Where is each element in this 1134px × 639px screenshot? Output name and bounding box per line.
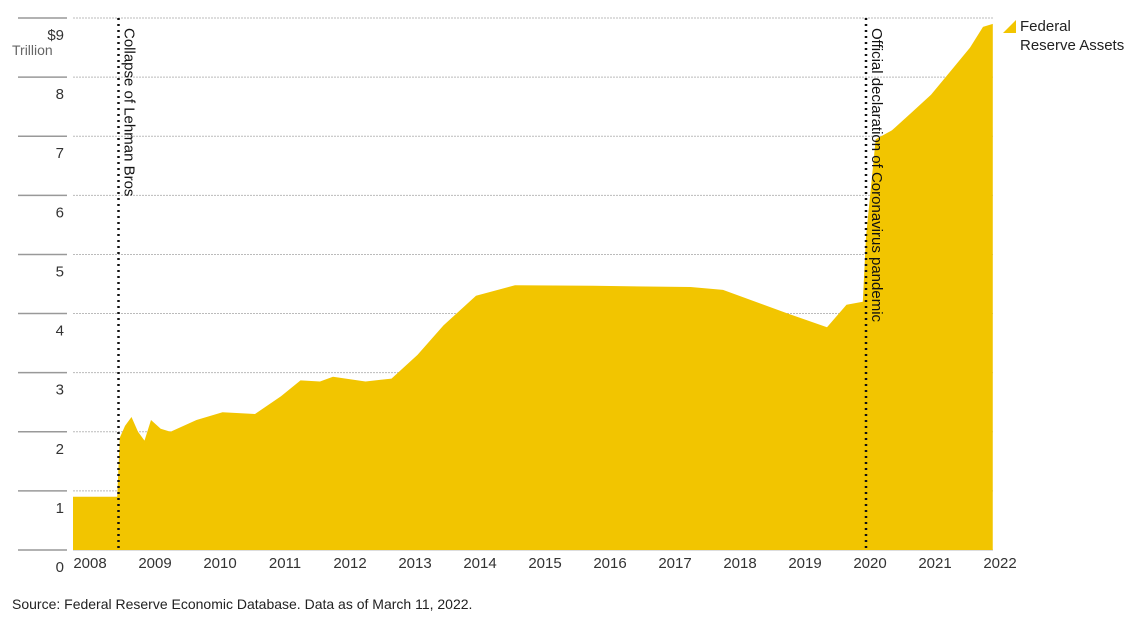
x-tick-label: 2022	[983, 555, 1016, 572]
x-tick-label: 2018	[723, 555, 756, 572]
annotations: Collapse of Lehman Bros Official declarat…	[117, 18, 885, 552]
x-tick-label: 2016	[593, 555, 626, 572]
x-tick-label: 2008	[73, 555, 106, 572]
legend-swatch-icon	[1003, 20, 1016, 33]
x-tick-label: 2020	[853, 555, 886, 572]
x-tick-label: 2013	[398, 555, 431, 572]
source-note: Source: Federal Reserve Economic Databas…	[12, 596, 473, 612]
x-tick-label: 2015	[528, 555, 561, 572]
annotation-label: Official declaration of Coronavirus pand…	[868, 28, 885, 323]
y-tick-label: 1	[56, 500, 64, 517]
y-tick-label: 2	[56, 441, 64, 458]
x-tick-label: 2009	[138, 555, 171, 572]
x-tick-label: 2011	[269, 555, 301, 572]
x-tick-label: 2019	[788, 555, 821, 572]
x-axis: 2008 2009 2010 2011 2012 2013 2014 2015 2016 2017…	[73, 555, 1016, 572]
x-tick-label: 2021	[918, 555, 951, 572]
y-tick-label: 5	[56, 263, 64, 280]
legend-label: Federal Reserve Assets	[1020, 18, 1125, 54]
y-tick-label: 8	[56, 86, 64, 103]
y-axis-unit: Trillion	[12, 42, 53, 58]
y-tick-label: 7	[56, 145, 64, 162]
area-series	[73, 23, 993, 550]
area-fed-assets	[73, 23, 993, 550]
x-tick-label: 2010	[203, 555, 236, 572]
y-tick-label: $9	[47, 27, 64, 44]
x-tick-label: 2014	[463, 555, 496, 572]
x-tick-label: 2012	[333, 555, 366, 572]
x-tick-label: 2017	[658, 555, 691, 572]
y-tick-label: 3	[56, 382, 64, 399]
annotation-label: Collapse of Lehman Bros	[121, 28, 138, 196]
y-tick-label: 4	[56, 323, 64, 340]
y-tick-label: 6	[56, 204, 64, 221]
y-tick-label: 0	[56, 559, 64, 576]
